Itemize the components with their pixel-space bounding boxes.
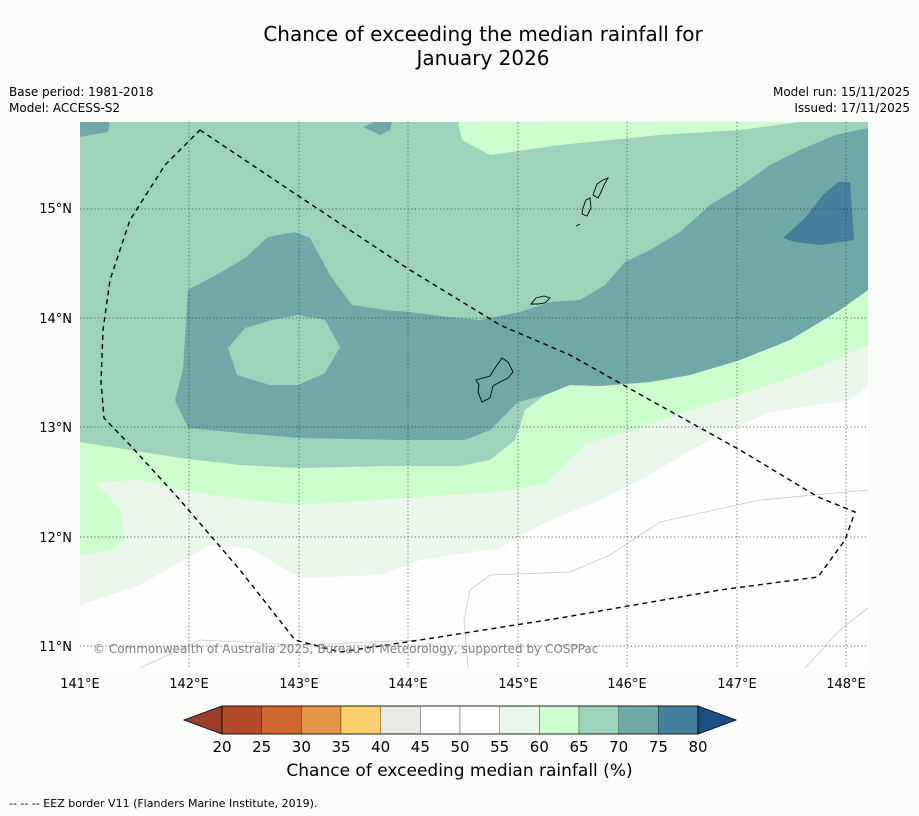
colorbar-extend-low (182, 705, 223, 735)
colorbar-cell (539, 705, 580, 735)
graticule (80, 122, 868, 668)
colorbar-cell (301, 705, 342, 735)
colorbar-cell (578, 705, 619, 735)
colorbar-cell (261, 705, 302, 735)
colorbar-cell (340, 705, 381, 735)
colorbar-tick-label: 55 (490, 738, 509, 756)
contour-70-75 (175, 128, 868, 440)
base-period: Base period: 1981-2018 (9, 85, 154, 99)
contour-70-75-corner (80, 122, 110, 137)
lon-label-143: 143°E (279, 677, 319, 692)
guam-island (475, 357, 514, 403)
colorbar-tick-label: 65 (569, 738, 588, 756)
colorbar-tick-label: 75 (649, 738, 668, 756)
model-run: Model run: 15/11/2025 (772, 85, 910, 99)
colorbar-cells (221, 705, 699, 735)
lon-label-146: 146°E (607, 677, 647, 692)
colorbar-tick-label: 25 (252, 738, 271, 756)
meta-right: Model run: 15/11/2025 Issued: 17/11/2025 (773, 84, 910, 116)
islands (475, 177, 610, 403)
lat-label-15: 15°N (39, 202, 72, 217)
contour-70-75-small (363, 122, 392, 135)
lat-label-13: 13°N (39, 421, 72, 436)
contour-line-a (463, 489, 868, 668)
colorbar-tick-label: 45 (411, 738, 430, 756)
model-name: Model: ACCESS-S2 (9, 101, 121, 115)
colorbar-tick-label: 40 (371, 738, 390, 756)
colorbar-outline (221, 705, 699, 735)
lat-label-14: 14°N (39, 312, 72, 327)
contour-line-c (139, 639, 421, 668)
contour-65-70-pocket (228, 315, 340, 385)
lon-label-147: 147°E (717, 677, 757, 692)
colorbar-tick-label: 80 (688, 738, 707, 756)
colorbar-tick-label: 30 (292, 738, 311, 756)
colorbar-ticks: 20 25 30 35 40 45 50 55 60 65 70 75 80 (212, 738, 707, 756)
colorbar-tick-label: 70 (609, 738, 628, 756)
lat-labels: 15°N 14°N 13°N 12°N 11°N (39, 202, 72, 655)
contour-lines (139, 489, 868, 668)
copyright-text: © Commonwealth of Australia 2025, Bureau… (93, 642, 598, 656)
colorbar-tick-label: 35 (331, 738, 350, 756)
issued-date: Issued: 17/11/2025 (794, 101, 910, 115)
lat-label-12: 12°N (39, 531, 72, 546)
colorbar-cell (380, 705, 421, 735)
colorbar-cell (420, 705, 461, 735)
colorbar-cell (618, 705, 659, 735)
colorbar-tick-label: 20 (212, 738, 231, 756)
colorbar-extend-high (697, 705, 738, 735)
lon-label-145: 145°E (498, 677, 538, 692)
colorbar-cell (658, 705, 699, 735)
colorbar-cell (459, 705, 500, 735)
colorbar-cell (221, 705, 262, 735)
colorbar: 20 25 30 35 40 45 50 55 60 65 70 75 80 (182, 705, 738, 756)
lon-label-148: 148°E (826, 677, 866, 692)
title-line-1: Chance of exceeding the median rainfall … (263, 22, 703, 46)
rota-island (530, 295, 551, 305)
title-line-2: January 2026 (416, 46, 550, 70)
aguijan-island (575, 223, 581, 227)
map-title: Chance of exceeding the median rainfall … (0, 22, 919, 70)
contour-75-80 (783, 182, 854, 245)
colorbar-tick-label: 50 (450, 738, 469, 756)
lon-label-142: 142°E (169, 677, 209, 692)
colorbar-tick-label: 60 (530, 738, 549, 756)
meta-left: Base period: 1981-2018 Model: ACCESS-S2 (9, 84, 154, 116)
lon-label-144: 144°E (388, 677, 428, 692)
colorbar-cell (499, 705, 540, 735)
contour-fills (80, 122, 868, 668)
eez-border (100, 129, 856, 653)
saipan-island (592, 177, 610, 199)
tinian-island (581, 197, 592, 217)
lat-label-11: 11°N (39, 640, 72, 655)
lon-labels: 141°E 142°E 143°E 144°E 145°E 146°E 147°… (60, 677, 866, 692)
eez-footnote: -- -- -- EEZ border V11 (Flanders Marine… (9, 797, 318, 810)
lon-label-141: 141°E (60, 677, 100, 692)
colorbar-title: Chance of exceeding median rainfall (%) (286, 761, 633, 781)
contour-line-b (804, 607, 868, 668)
